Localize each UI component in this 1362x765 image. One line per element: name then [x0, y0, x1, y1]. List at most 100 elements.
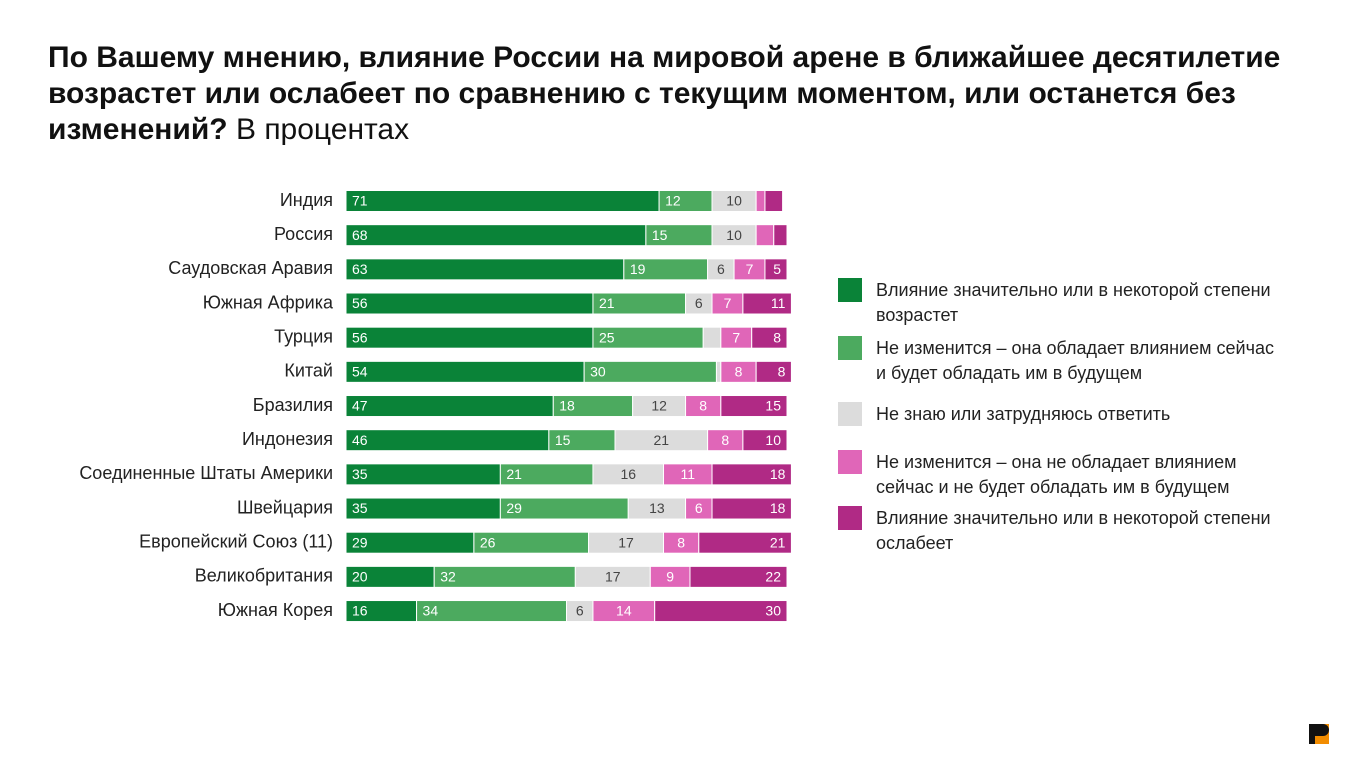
value-label: 47	[352, 398, 368, 414]
value-label: 25	[599, 329, 615, 345]
value-label: 18	[770, 500, 786, 516]
legend-item: Влияние значительно или в некоторой степ…	[838, 278, 1308, 328]
value-label: 63	[352, 261, 368, 277]
value-label: 35	[352, 466, 368, 482]
value-label: 6	[695, 500, 703, 516]
category-label: Европейский Союз (11)	[139, 531, 333, 551]
bar-segment	[755, 360, 792, 383]
value-label: 12	[665, 193, 681, 209]
value-label: 56	[352, 295, 368, 311]
legend-swatch	[838, 450, 862, 474]
bar-segment	[742, 292, 792, 315]
value-label: 68	[352, 227, 368, 243]
legend-label: Влияние значительно или в некоторой степ…	[876, 280, 1271, 325]
value-label: 8	[721, 432, 729, 448]
value-label: 11	[771, 295, 786, 311]
value-label: 8	[699, 398, 707, 414]
bar-segment	[345, 463, 501, 486]
legend-item: Не изменится – она не обладает влиянием …	[838, 450, 1308, 500]
value-label: 29	[506, 500, 522, 516]
value-label: 10	[726, 227, 742, 243]
value-label: 17	[618, 534, 634, 550]
bar-segment	[711, 463, 792, 486]
category-label: Россия	[274, 224, 333, 244]
value-label: 14	[616, 603, 632, 619]
bar-segment	[345, 190, 660, 212]
bar-segment	[345, 258, 625, 281]
legend-label: Не изменится – она не обладает влиянием …	[876, 452, 1237, 497]
value-label: 5	[773, 261, 781, 277]
bar-segment	[345, 360, 585, 383]
value-label: 21	[654, 432, 670, 448]
value-label: 6	[695, 295, 703, 311]
legend-swatch	[838, 402, 862, 426]
chart-subtitle: В процентах	[235, 113, 410, 146]
category-label: Швейцария	[237, 497, 333, 517]
value-label: 9	[666, 569, 674, 585]
legend-label: Влияние значительно или в некоторой степ…	[876, 508, 1271, 553]
bar-segment	[345, 326, 594, 349]
value-label: 13	[649, 500, 665, 516]
bar-segment	[755, 190, 766, 212]
value-label: 56	[352, 329, 368, 345]
value-label: 29	[352, 534, 368, 550]
value-label: 8	[735, 364, 743, 380]
value-label: 8	[677, 534, 685, 550]
value-label: 21	[506, 466, 522, 482]
bar-segment	[654, 600, 788, 623]
value-label: 35	[352, 500, 368, 516]
value-label: 22	[765, 569, 781, 585]
value-label: 16	[620, 466, 636, 482]
legend-item: Не знаю или затрудняюсь ответить	[838, 402, 1308, 427]
value-label: 20	[352, 569, 368, 585]
category-label: Китай	[284, 361, 333, 381]
chart-title: По Вашему мнению, влияние России на миро…	[48, 41, 1281, 146]
value-label: 46	[352, 432, 368, 448]
value-label: 18	[770, 466, 786, 482]
bar-segment	[345, 395, 554, 418]
bar-segment	[755, 224, 775, 247]
bar-segment	[711, 497, 792, 520]
value-label: 15	[555, 432, 571, 448]
value-label: 6	[576, 603, 584, 619]
value-label: 10	[726, 193, 742, 209]
bar-segment	[698, 531, 792, 554]
value-label: 17	[605, 569, 621, 585]
bar-segment	[720, 395, 788, 418]
category-label: Соединенные Штаты Америки	[79, 463, 333, 483]
value-label: 34	[423, 603, 439, 619]
bar-segment	[345, 429, 550, 452]
value-label: 7	[732, 329, 740, 345]
legend-swatch	[838, 506, 862, 530]
value-label: 8	[773, 329, 781, 345]
category-label: Саудовская Аравия	[168, 258, 333, 278]
category-label: Индонезия	[242, 429, 333, 449]
legend-item: Не изменится – она обладает влиянием сей…	[838, 336, 1308, 386]
category-label: Турция	[274, 326, 333, 346]
bar-segment	[416, 600, 567, 623]
value-label: 18	[559, 398, 575, 414]
value-label: 6	[717, 261, 725, 277]
bar-segment	[702, 326, 722, 349]
legend-label: Не знаю или затрудняюсь ответить	[876, 404, 1171, 424]
value-label: 26	[480, 534, 496, 550]
bar-segment	[764, 190, 784, 212]
value-label: 8	[778, 364, 786, 380]
legend-label: Не изменится – она обладает влиянием сей…	[876, 338, 1274, 383]
value-label: 30	[765, 603, 781, 619]
category-label: Великобритания	[195, 566, 333, 586]
value-label: 71	[352, 193, 368, 209]
bar-segment	[345, 224, 647, 247]
logo	[1309, 724, 1329, 744]
value-label: 30	[590, 364, 606, 380]
value-label: 10	[765, 432, 781, 448]
value-label: 19	[630, 261, 646, 277]
value-label: 12	[651, 398, 667, 414]
value-label: 21	[599, 295, 615, 311]
value-label: 7	[724, 295, 732, 311]
legend-item: Влияние значительно или в некоторой степ…	[838, 506, 1308, 556]
legend-swatch	[838, 278, 862, 302]
bar-segment	[751, 326, 788, 349]
